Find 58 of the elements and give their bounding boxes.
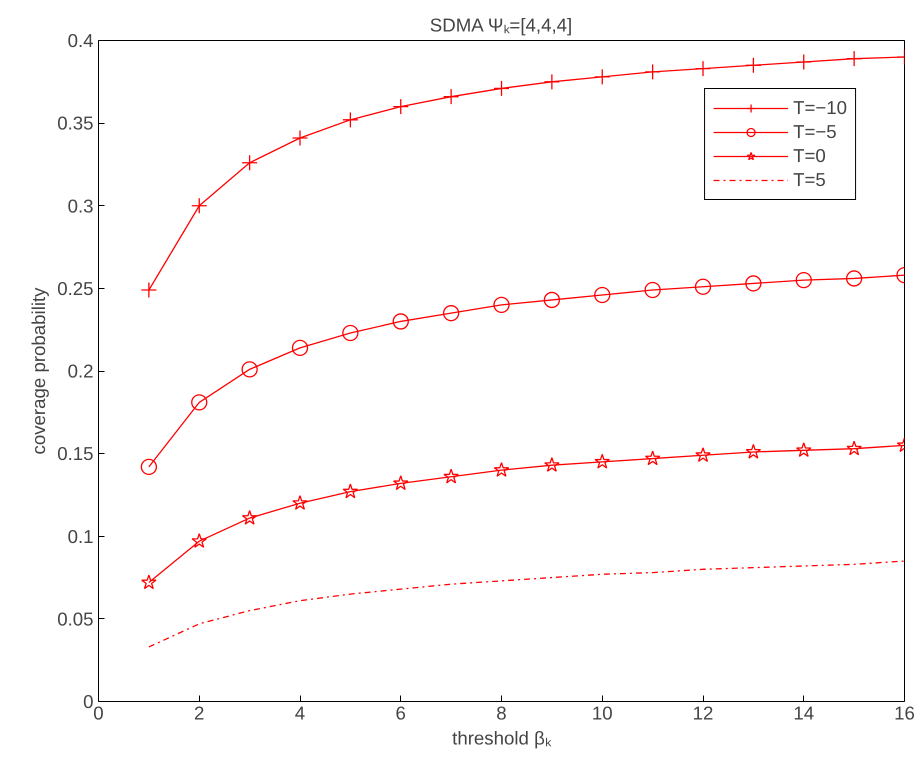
point — [644, 282, 661, 298]
point — [241, 154, 258, 171]
point — [392, 313, 409, 330]
point — [292, 340, 308, 356]
y-tick-label: 0.3 — [68, 195, 94, 216]
x-axis-title: threshold βₖ — [452, 728, 552, 748]
point — [140, 282, 158, 298]
point — [745, 275, 762, 292]
point — [544, 457, 560, 472]
point — [342, 112, 359, 128]
point — [242, 510, 258, 525]
point — [846, 270, 862, 287]
point — [493, 296, 510, 314]
point — [342, 324, 359, 342]
x-tick-label: 14 — [793, 702, 814, 724]
x-tick-label: 16 — [894, 702, 915, 724]
y-tick-label: 0.25 — [57, 278, 94, 299]
point — [292, 130, 308, 146]
x-tick-label: 6 — [396, 702, 406, 724]
x-tick-label: 2 — [194, 702, 204, 724]
point — [191, 394, 208, 411]
legend-label: T=0 — [793, 145, 826, 167]
x-tick-label: 8 — [496, 702, 507, 724]
point — [694, 278, 712, 295]
point — [594, 454, 610, 469]
x-tick-label: 12 — [692, 702, 714, 724]
y-tick-label: 0.15 — [57, 443, 94, 464]
point — [695, 447, 711, 462]
y-axis-title: coverage probability — [28, 286, 50, 454]
point — [746, 444, 762, 459]
point — [191, 533, 208, 548]
point — [594, 286, 610, 304]
legend-label: T=−10 — [793, 97, 847, 119]
y-tick-label: 0.05 — [57, 608, 94, 630]
point — [392, 475, 409, 490]
point — [292, 495, 308, 510]
legend-label: T=−5 — [793, 121, 837, 143]
point — [442, 305, 460, 322]
line-series — [148, 560, 904, 648]
point — [846, 440, 862, 456]
legend-label: T=5 — [793, 169, 826, 191]
y-tick-label: 0.2 — [68, 360, 94, 382]
point — [644, 450, 660, 466]
point — [342, 483, 358, 498]
point — [241, 361, 258, 378]
point — [141, 574, 157, 590]
point — [796, 272, 812, 288]
chart-title: SDMA Ψₖ=[4,4,4] — [430, 14, 572, 36]
point — [494, 462, 510, 477]
y-tick-label: 0.4 — [68, 30, 94, 51]
x-tick-label: 4 — [294, 702, 306, 724]
point — [140, 458, 158, 475]
point — [544, 292, 560, 308]
point — [443, 468, 459, 484]
x-tick-label: 10 — [592, 702, 613, 724]
y-tick-label: 0.1 — [68, 526, 94, 547]
point — [796, 442, 812, 458]
y-tick-label: 0.35 — [57, 112, 94, 134]
